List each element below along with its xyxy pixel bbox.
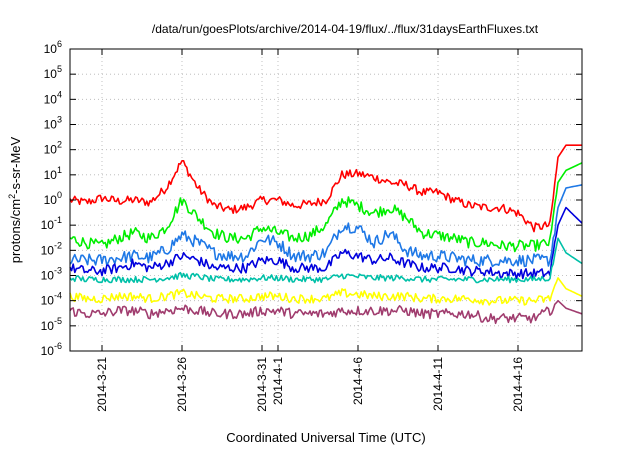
y-tick-label-exp: -6	[54, 341, 62, 351]
y-tick-label-base: 10	[44, 143, 58, 157]
x-tick-label: 2014-4-1	[271, 357, 285, 405]
y-tick-label: 103	[44, 115, 62, 132]
y-tick-label: 105	[44, 64, 62, 81]
x-tick-label: 2014-3-26	[175, 357, 189, 412]
series-line	[69, 184, 583, 268]
y-tick-label: 10-4	[41, 291, 62, 308]
series-line	[69, 144, 582, 233]
y-tick-label-base: 10	[41, 319, 55, 333]
y-tick-label-base: 10	[44, 42, 58, 56]
y-tick-label-base: 10	[41, 344, 55, 358]
y-tick-label-exp: 4	[57, 89, 62, 99]
y-tick-label-base: 10	[41, 294, 55, 308]
y-tick-label: 101	[44, 165, 62, 182]
y-axis-label-suffix: -s-sr-MeV	[8, 136, 23, 193]
x-axis-label: Coordinated Universal Time (UTC)	[226, 430, 425, 445]
y-tick-label-base: 10	[44, 193, 58, 207]
series-layer	[69, 144, 583, 325]
y-tick-label: 10-5	[41, 316, 62, 333]
series-line	[69, 299, 583, 325]
grid-layer	[70, 49, 582, 351]
y-axis-label-prefix: protons/cm	[8, 199, 23, 263]
y-tick-label: 106	[44, 39, 62, 56]
y-tick-label: 10-1	[41, 215, 62, 232]
series-line	[69, 237, 583, 284]
y-tick-label-exp: 1	[57, 165, 62, 175]
y-tick-label-exp: 2	[57, 140, 62, 150]
y-tick-label-exp: -1	[54, 215, 62, 225]
y-tick-label-base: 10	[41, 243, 55, 257]
series-line	[69, 206, 583, 280]
y-tick-label: 102	[44, 140, 62, 157]
y-tick-label: 10-3	[41, 266, 62, 283]
y-axis-label-sup: 2	[7, 194, 17, 199]
y-tick-label: 10-2	[41, 240, 62, 257]
series-line	[69, 162, 583, 253]
chart-title: /data/run/goesPlots/archive/2014-04-19/f…	[152, 22, 539, 36]
x-tick-label: 2014-4-16	[511, 357, 525, 412]
x-tick-label: 2014-4-11	[431, 357, 445, 411]
y-tick-label-exp: 5	[57, 64, 62, 74]
axis-layer: 10-610-510-410-310-210-11001011021031041…	[41, 39, 582, 412]
x-tick-label: 2014-3-31	[255, 357, 269, 412]
series-line	[69, 277, 583, 306]
y-axis-label: protons/cm2-s-sr-MeV	[7, 136, 23, 263]
y-tick-label-exp: -3	[54, 266, 62, 276]
y-tick-label-base: 10	[44, 168, 58, 182]
y-tick-label: 10-6	[41, 341, 62, 358]
y-tick-label-base: 10	[44, 67, 58, 81]
y-tick-label-exp: 3	[57, 115, 62, 125]
y-tick-label-exp: -2	[54, 240, 62, 250]
y-tick-label-exp: 0	[57, 190, 62, 200]
x-tick-label: 2014-4-6	[351, 357, 365, 405]
y-tick-label: 104	[44, 89, 62, 106]
y-tick-label-exp: -4	[54, 291, 62, 301]
y-tick-label-base: 10	[41, 218, 55, 232]
y-tick-label-base: 10	[44, 118, 58, 132]
y-tick-label-exp: 6	[57, 39, 62, 49]
y-tick-label-base: 10	[44, 92, 58, 106]
y-tick-label: 100	[44, 190, 62, 207]
x-tick-label: 2014-3-21	[95, 357, 109, 412]
y-tick-label-exp: -5	[54, 316, 62, 326]
y-tick-label-base: 10	[41, 269, 55, 283]
